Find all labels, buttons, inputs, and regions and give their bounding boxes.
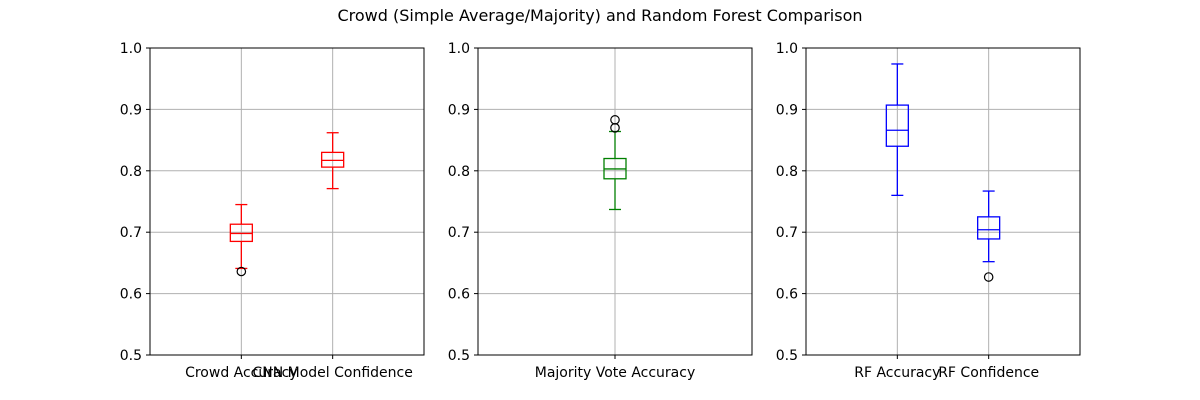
box-rect: [977, 216, 1001, 240]
outlier-point: [983, 272, 994, 282]
axes-frame: [805, 47, 1081, 356]
box-rect: [885, 104, 909, 147]
box-2: [977, 190, 1001, 282]
y-tick-label: 0.9: [776, 102, 798, 118]
figure-title: Crowd (Simple Average/Majority) and Rand…: [337, 6, 863, 25]
y-tick-label: 1.0: [448, 41, 470, 57]
y-tick-label: 0.8: [120, 164, 142, 180]
x-tick-label: Majority Vote Accuracy: [535, 365, 696, 381]
y-tick-label: 1.0: [776, 41, 798, 57]
y-tick-label: 0.9: [448, 102, 470, 118]
y-tick-label: 0.6: [120, 287, 142, 303]
x-tick-label: RF Accuracy: [854, 365, 940, 381]
y-tick-label: 0.5: [776, 348, 798, 364]
box-1: [885, 63, 909, 197]
y-tick-label: 0.6: [776, 287, 798, 303]
y-tick-label: 0.8: [448, 164, 470, 180]
x-tick-label: Crowd Accuracy: [185, 365, 298, 381]
box-1: [603, 115, 627, 211]
y-tick-label: 0.8: [776, 164, 798, 180]
box-1: [229, 203, 253, 277]
outlier-point: [236, 266, 247, 277]
box-2: [321, 132, 345, 190]
y-tick-label: 0.7: [120, 225, 142, 241]
axes-frame: [149, 47, 425, 356]
y-tick-label: 1.0: [120, 41, 142, 57]
x-tick-label: CNN Model Confidence: [252, 365, 412, 381]
y-tick-label: 0.6: [448, 287, 470, 303]
y-tick-label: 0.7: [448, 225, 470, 241]
y-tick-label: 0.5: [120, 348, 142, 364]
y-tick-label: 0.9: [120, 102, 142, 118]
panel-2: 0.5 0.6 0.7 0.8 0.9 1.0 Majority Vote Accuracy: [448, 41, 753, 381]
axes-frame: [477, 47, 753, 356]
y-tick-label: 0.5: [448, 348, 470, 364]
y-tick-label: 0.7: [776, 225, 798, 241]
x-tick-label: RF Confidence: [938, 365, 1039, 381]
outlier-point: [610, 115, 620, 125]
